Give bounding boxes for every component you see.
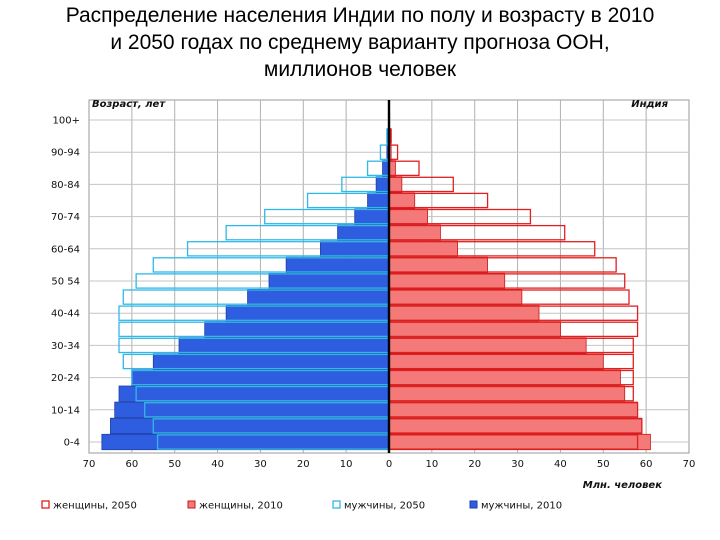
- bar-женщины-2010: [388, 433, 651, 451]
- bar-женщины-2010: [388, 385, 626, 402]
- bar-мужчины-2010: [320, 240, 390, 257]
- bar-мужчины-2010: [152, 353, 390, 370]
- bar-мужчины-2010: [225, 305, 390, 322]
- title-line-2: и 2050 годах по среднему варианту прогно…: [110, 31, 610, 54]
- x-tick-label: 10: [425, 459, 438, 470]
- bar-мужчины-2010: [114, 401, 390, 418]
- bar-женщины-2010: [388, 337, 587, 354]
- y-tick-label: 100+: [53, 116, 80, 127]
- bar-мужчины-2010: [268, 272, 390, 290]
- slide-title: Распределение населения Индии по полу и …: [0, 2, 720, 83]
- y-tick-label: 40-44: [51, 309, 80, 320]
- title-line-1: Распределение населения Индии по полу и …: [65, 4, 655, 27]
- bar-мужчины-2010: [110, 417, 390, 435]
- bars: [101, 100, 651, 453]
- y-tick-label: 20-24: [51, 373, 80, 384]
- x-tick-label: 40: [211, 459, 224, 470]
- y-tick-label: 70-74: [51, 212, 80, 223]
- bar-женщины-2010: [388, 176, 403, 193]
- legend-label: женщины, 2010: [199, 501, 283, 512]
- x-tick-label: 70: [683, 459, 696, 470]
- y-tick-label: 0-4: [64, 438, 80, 449]
- tick-labels: 100+ 90-94 80-84 70-74 60-64 50 54 40-44 30-34 2…: [51, 116, 695, 471]
- legend-swatch: [41, 500, 50, 509]
- legend-label: женщины, 2050: [53, 501, 137, 512]
- x-tick-label: 0: [386, 459, 392, 470]
- bar-мужчины-2010: [337, 224, 390, 241]
- title-line-3: миллионов человек: [263, 58, 457, 81]
- bar-мужчины-2010: [247, 288, 390, 306]
- bar-женщины-2010: [388, 353, 604, 370]
- bar-женщины-2010: [388, 208, 428, 225]
- bar-мужчины-2010: [178, 337, 390, 354]
- y-tick-label: 60-64: [51, 244, 80, 255]
- bar-женщины-2010: [388, 256, 488, 274]
- x-tick-label: 20: [468, 459, 481, 470]
- bar-женщины-2010: [388, 401, 638, 418]
- x-tick-label: 60: [640, 459, 653, 470]
- bar-мужчины-2010: [204, 321, 390, 338]
- legend-swatch: [332, 500, 341, 509]
- y-tick-label: 50 54: [51, 277, 80, 288]
- bar-женщины-2010: [388, 369, 621, 386]
- bar-мужчины-2010: [367, 192, 390, 209]
- bar-мужчины-2010: [375, 176, 390, 193]
- bar-мужчины-2010: [354, 208, 390, 225]
- y-tick-label: 10-14: [51, 405, 80, 416]
- legend: женщины, 2050 женщины, 2010 мужчины, 2050 м…: [41, 500, 562, 512]
- bar-женщины-2010: [388, 272, 506, 290]
- x-axis-label: Млн. человек: [583, 480, 662, 491]
- bar-женщины-2010: [388, 240, 458, 257]
- x-tick-label: 70: [83, 459, 96, 470]
- x-tick-label: 50: [597, 459, 610, 470]
- x-tick-label: 40: [554, 459, 567, 470]
- legend-swatch: [187, 500, 196, 509]
- bar-мужчины-2010: [131, 369, 390, 386]
- bar-женщины-2010: [388, 192, 416, 209]
- legend-label: мужчины, 2010: [481, 501, 562, 512]
- bar-женщины-2010: [388, 224, 441, 241]
- bar-женщины-2010: [388, 288, 523, 306]
- x-tick-label: 10: [340, 459, 353, 470]
- bar-мужчины-2010: [118, 385, 390, 402]
- bar-женщины-2010: [388, 417, 643, 435]
- y-tick-label: 30-34: [51, 341, 80, 352]
- legend-swatch: [469, 500, 478, 509]
- bar-женщины-2010: [388, 305, 540, 322]
- y-tick-label: 90-94: [51, 148, 80, 159]
- x-tick-label: 50: [168, 459, 181, 470]
- x-tick-label: 30: [254, 459, 267, 470]
- y-tick-label: 80-84: [51, 180, 80, 191]
- x-tick-label: 20: [297, 459, 310, 470]
- bar-женщины-2010: [388, 321, 561, 338]
- x-tick-label: 30: [511, 459, 524, 470]
- bar-мужчины-2010: [285, 256, 390, 274]
- y-axis-label: Возраст, лет: [92, 99, 166, 110]
- legend-label: мужчины, 2050: [344, 501, 425, 512]
- corner-label: Индия: [631, 99, 668, 110]
- x-tick-label: 60: [125, 459, 138, 470]
- bar-мужчины-2010: [101, 433, 390, 451]
